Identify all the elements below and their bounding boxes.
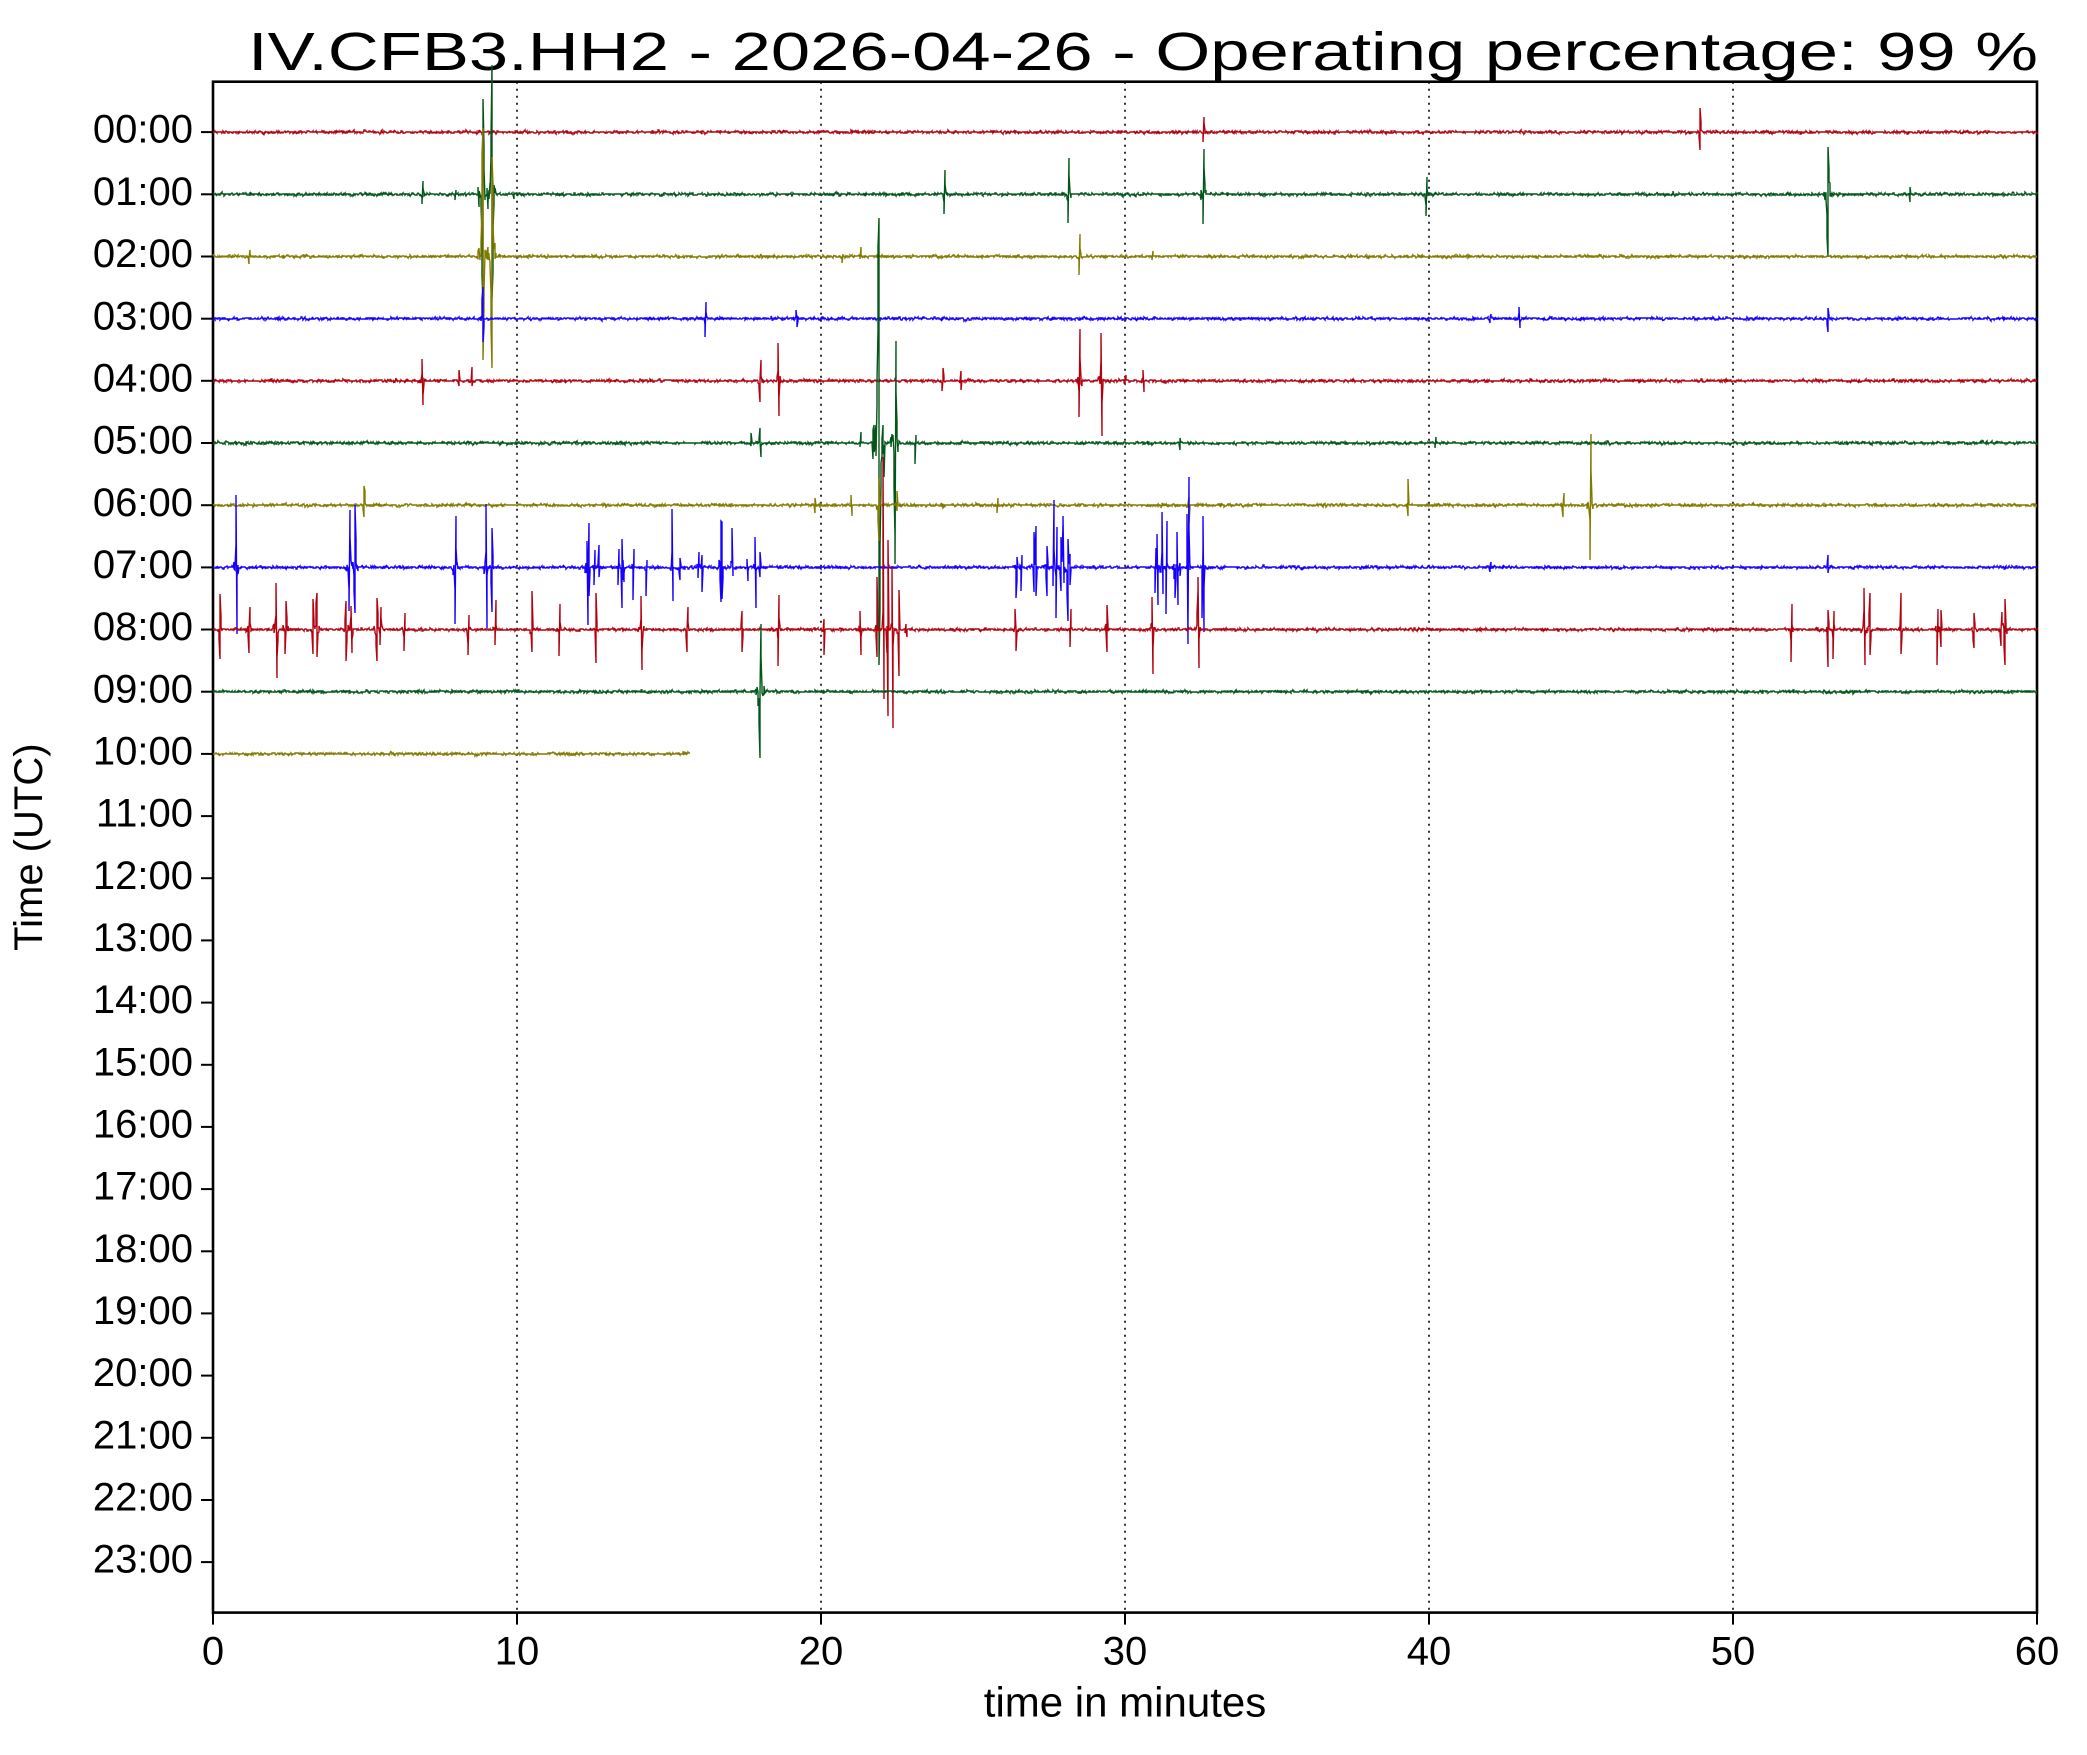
- svg-text:20: 20: [799, 1630, 844, 1674]
- svg-text:20:00: 20:00: [93, 1351, 193, 1395]
- svg-text:07:00: 07:00: [93, 543, 193, 587]
- svg-text:IV.CFB3.HH2 - 2026-04-26 - Ope: IV.CFB3.HH2 - 2026-04-26 - Operating per…: [248, 22, 2038, 82]
- svg-text:40: 40: [1407, 1630, 1452, 1674]
- svg-text:04:00: 04:00: [93, 356, 193, 400]
- svg-text:13:00: 13:00: [93, 916, 193, 960]
- svg-text:15:00: 15:00: [93, 1040, 193, 1084]
- svg-text:08:00: 08:00: [93, 605, 193, 649]
- svg-text:11:00: 11:00: [96, 792, 193, 836]
- svg-text:17:00: 17:00: [93, 1165, 193, 1209]
- svg-text:09:00: 09:00: [93, 667, 193, 711]
- svg-text:23:00: 23:00: [93, 1538, 193, 1582]
- svg-text:00:00: 00:00: [93, 108, 193, 152]
- svg-text:21:00: 21:00: [93, 1413, 193, 1457]
- svg-text:50: 50: [1711, 1630, 1756, 1674]
- svg-text:22:00: 22:00: [93, 1476, 193, 1520]
- svg-text:60: 60: [2015, 1630, 2060, 1674]
- svg-text:time in minutes: time in minutes: [984, 1679, 1266, 1726]
- svg-text:16:00: 16:00: [93, 1102, 193, 1146]
- svg-text:10:00: 10:00: [93, 729, 193, 773]
- svg-text:30: 30: [1103, 1630, 1148, 1674]
- svg-text:18:00: 18:00: [93, 1227, 193, 1271]
- svg-text:14:00: 14:00: [93, 978, 193, 1022]
- svg-text:05:00: 05:00: [93, 419, 193, 463]
- svg-text:02:00: 02:00: [93, 232, 193, 276]
- svg-text:19:00: 19:00: [93, 1289, 193, 1333]
- svg-text:03:00: 03:00: [93, 294, 193, 338]
- svg-text:Time (UTC): Time (UTC): [7, 743, 51, 950]
- svg-text:06:00: 06:00: [93, 481, 193, 525]
- svg-text:10: 10: [495, 1630, 540, 1674]
- svg-text:12:00: 12:00: [93, 854, 193, 898]
- svg-text:01:00: 01:00: [93, 170, 193, 214]
- svg-text:0: 0: [202, 1630, 224, 1674]
